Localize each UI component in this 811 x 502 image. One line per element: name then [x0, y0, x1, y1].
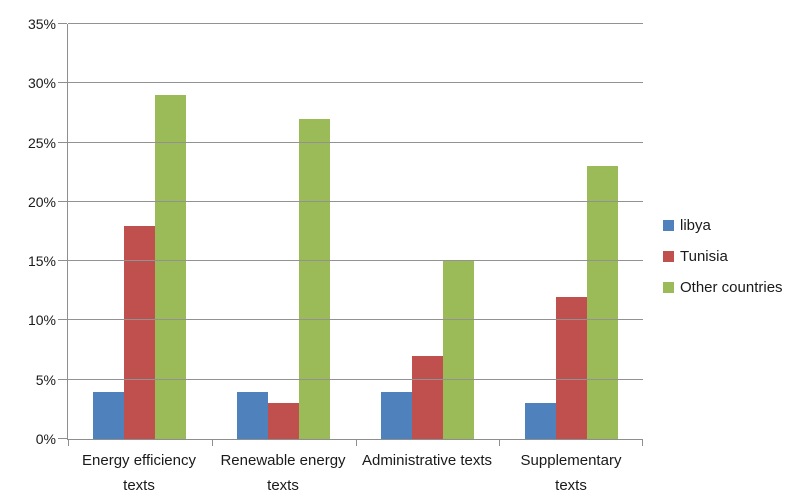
legend-marker-tunisia	[663, 251, 674, 262]
y-axis-tick	[58, 378, 67, 380]
gridline	[68, 82, 643, 84]
bar-libya	[93, 391, 125, 439]
y-axis-tick	[58, 438, 67, 439]
x-axis-category-label: Administrative texts	[355, 448, 499, 498]
y-axis-tick-label: 20%	[27, 193, 56, 210]
gridline	[68, 23, 643, 24]
legend-marker-other-countries	[663, 282, 674, 293]
x-axis-labels: Energy efficiency texts Renewable energy …	[67, 448, 643, 498]
y-axis-tick-label: 5%	[35, 371, 56, 388]
bar-libya	[237, 391, 269, 439]
y-axis-labels: 0% 5% 10% 15% 20% 25% 30% 35%	[0, 16, 56, 447]
bar-tunisia	[411, 356, 443, 439]
bar-other-countries	[155, 95, 187, 439]
x-axis-tick	[642, 439, 643, 446]
bar-group-renewable-energy-texts	[212, 24, 356, 439]
x-axis-tick	[211, 439, 213, 446]
legend-item-libya: libya	[663, 210, 783, 241]
gridline	[68, 260, 643, 262]
legend-label-tunisia: Tunisia	[680, 248, 728, 265]
y-axis-tick-label: 35%	[27, 16, 56, 32]
gridline	[68, 319, 643, 321]
x-axis-category-label-text: Administrative texts	[361, 452, 493, 469]
y-axis-tick-label: 0%	[35, 431, 56, 447]
gridline	[68, 378, 643, 380]
bar-group-energy-efficiency-texts	[68, 24, 212, 439]
y-axis-tick	[58, 319, 67, 321]
y-axis-tick-label: 30%	[27, 75, 56, 92]
plot-area	[58, 23, 643, 446]
y-axis-tick	[58, 260, 67, 262]
x-axis-category-label: Supplementary texts	[499, 448, 643, 498]
y-axis-tick	[58, 23, 67, 24]
gridline	[68, 141, 643, 143]
legend-label-other-countries: Other countries	[680, 279, 783, 296]
x-axis-category-label-text: Energy efficiency texts	[82, 452, 196, 494]
x-axis-category-label-text: Renewable energy texts	[220, 452, 346, 494]
y-axis-tick-label: 10%	[27, 312, 56, 329]
legend-label-libya: libya	[680, 217, 711, 234]
bars-layer	[68, 24, 643, 439]
bar-other-countries	[442, 261, 474, 439]
y-axis-tick-label: 25%	[27, 134, 56, 151]
bar-tunisia	[268, 403, 300, 439]
bar-libya	[380, 391, 412, 439]
x-axis-category-label-text: Supplementary texts	[520, 452, 622, 494]
bar-libya	[524, 403, 556, 439]
x-axis-category-label: Renewable energy texts	[211, 448, 355, 498]
x-axis-tick	[68, 439, 69, 446]
bar-other-countries	[299, 118, 331, 439]
bar-group-supplementary-texts	[499, 24, 643, 439]
gridline	[68, 200, 643, 202]
y-axis-tick	[58, 200, 67, 202]
y-axis-tick-label: 15%	[27, 253, 56, 270]
x-axis-category-label: Energy efficiency texts	[67, 448, 211, 498]
legend-item-other-countries: Other countries	[663, 272, 783, 303]
x-axis-tick	[355, 439, 357, 446]
bar-tunisia	[555, 296, 587, 439]
legend-marker-libya	[663, 220, 674, 231]
bar-other-countries	[586, 166, 618, 439]
y-axis-tick	[58, 82, 67, 84]
bar-group-administrative-texts	[356, 24, 500, 439]
legend-item-tunisia: Tunisia	[663, 241, 783, 272]
bar-tunisia	[124, 225, 156, 439]
legend: libya Tunisia Other countries	[663, 210, 783, 303]
y-axis-tick	[58, 141, 67, 143]
x-axis-tick	[499, 439, 501, 446]
